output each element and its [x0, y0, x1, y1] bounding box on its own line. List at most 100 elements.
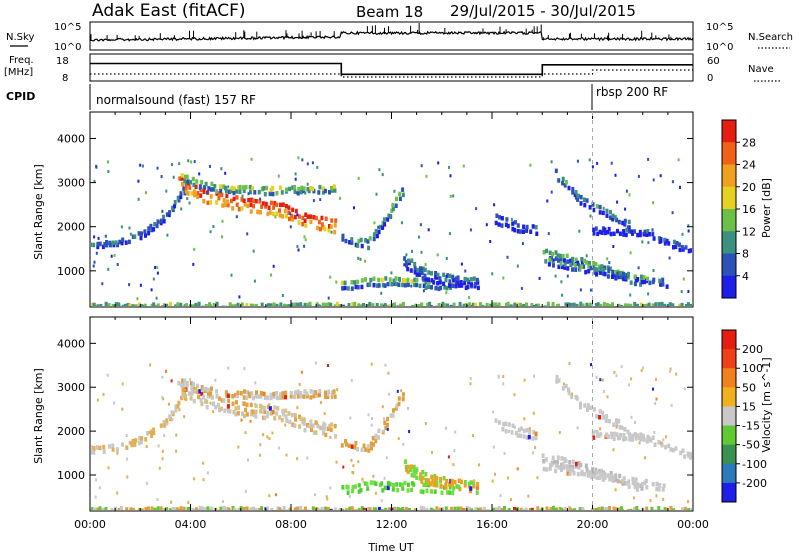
heatmap-cell [194, 184, 198, 189]
heatmap-cell [459, 280, 463, 285]
heatmap-cell [424, 472, 428, 477]
noise-trace [89, 30, 694, 42]
heatmap-cell [561, 180, 565, 186]
heatmap-cell [607, 267, 610, 271]
heatmap-cell [555, 379, 559, 384]
colorbar-swatch [722, 406, 736, 427]
heatmap-cell [499, 494, 502, 498]
heatmap-cell [401, 507, 405, 510]
heatmap-cell [557, 378, 561, 383]
heatmap-cell [497, 222, 501, 227]
heatmap-cell [320, 506, 324, 510]
heatmap-cell [263, 192, 267, 197]
colorbar-tick-label: -15 [742, 420, 760, 433]
heatmap-cell [156, 166, 159, 170]
heatmap-cell [636, 277, 640, 282]
heatmap-cell [108, 444, 112, 449]
heatmap-cell [187, 500, 190, 504]
heatmap-cell [222, 398, 226, 403]
heatmap-cell [613, 370, 616, 374]
heatmap-cell [281, 214, 285, 219]
heatmap-cell [195, 386, 198, 390]
heatmap-cell [232, 190, 236, 196]
heatmap-cell [221, 305, 225, 306]
heatmap-cell [475, 207, 478, 211]
heatmap-cell [179, 302, 183, 306]
heatmap-cell [235, 202, 239, 207]
heatmap-cell [445, 275, 448, 278]
heatmap-cell [652, 269, 655, 272]
heatmap-cell [356, 279, 360, 285]
heatmap-cell [268, 191, 272, 197]
heatmap-cell [282, 506, 286, 510]
heatmap-cell [557, 465, 561, 470]
cpid-label: CPID [6, 90, 35, 103]
heatmap-cell [571, 186, 575, 192]
heatmap-cell [200, 179, 204, 185]
heatmap-cell [513, 425, 516, 429]
heatmap-cell [302, 186, 306, 191]
heatmap-cell [412, 468, 416, 473]
heatmap-cell [386, 485, 390, 491]
heatmap-cell [170, 500, 173, 504]
heatmap-cell [162, 507, 166, 510]
heatmap-cell [391, 206, 395, 212]
heatmap-cell [163, 423, 166, 427]
colorbar-swatch [722, 120, 736, 143]
heatmap-cell [395, 482, 399, 487]
heatmap-cell [92, 302, 96, 306]
heatmap-cell [156, 271, 159, 275]
heatmap-cell [224, 188, 228, 194]
heatmap-cell [183, 178, 187, 183]
heatmap-cell [439, 484, 443, 489]
heatmap-cell [125, 509, 129, 510]
heatmap-cell [235, 195, 239, 200]
heatmap-cell [230, 304, 234, 306]
heatmap-cell [654, 302, 658, 306]
heatmap-cell [107, 511, 110, 516]
heatmap-cell [409, 467, 412, 473]
heatmap-cell [603, 307, 606, 312]
heatmap-cell [311, 186, 315, 192]
heatmap-cell [372, 236, 376, 242]
heatmap-cell [469, 480, 473, 485]
heatmap-cell [190, 391, 194, 396]
heatmap-cell [581, 507, 585, 510]
heatmap-cell [333, 423, 337, 429]
heatmap-cell [329, 302, 333, 306]
heatmap-cell [690, 507, 692, 510]
heatmap-cell [293, 507, 297, 510]
heatmap-cell [304, 212, 308, 217]
heatmap-cell [610, 431, 614, 437]
heatmap-cell [309, 185, 313, 191]
heatmap-cell [452, 194, 455, 198]
heatmap-cell [430, 271, 433, 276]
heatmap-cell [285, 187, 288, 192]
cpid-segment-normalsound: normalsound (fast) 157 RF [96, 93, 256, 107]
heatmap-cell [520, 286, 523, 290]
heatmap-cell [558, 253, 562, 259]
heatmap-cell [620, 425, 624, 431]
heatmap-cell [419, 472, 423, 477]
heatmap-cell [156, 265, 159, 269]
heatmap-cell [460, 479, 463, 485]
heatmap-cell [569, 467, 572, 472]
heatmap-cell [454, 276, 458, 281]
heatmap-cell [288, 304, 292, 306]
colorbar-swatch [722, 482, 736, 503]
y-tick-label: 4000 [57, 337, 85, 350]
heatmap-cell [513, 220, 517, 225]
heatmap-cell [550, 256, 553, 261]
heatmap-cell [314, 420, 318, 425]
heatmap-cell [602, 206, 605, 210]
heatmap-cell [162, 419, 166, 425]
heatmap-cell [263, 395, 267, 401]
heatmap-cell [522, 434, 526, 439]
heatmap-cell [152, 430, 156, 436]
heatmap-cell [579, 301, 583, 306]
heatmap-cell [223, 202, 227, 208]
heatmap-cell [407, 407, 409, 410]
heatmap-cell [664, 444, 668, 450]
heatmap-cell [181, 387, 185, 392]
